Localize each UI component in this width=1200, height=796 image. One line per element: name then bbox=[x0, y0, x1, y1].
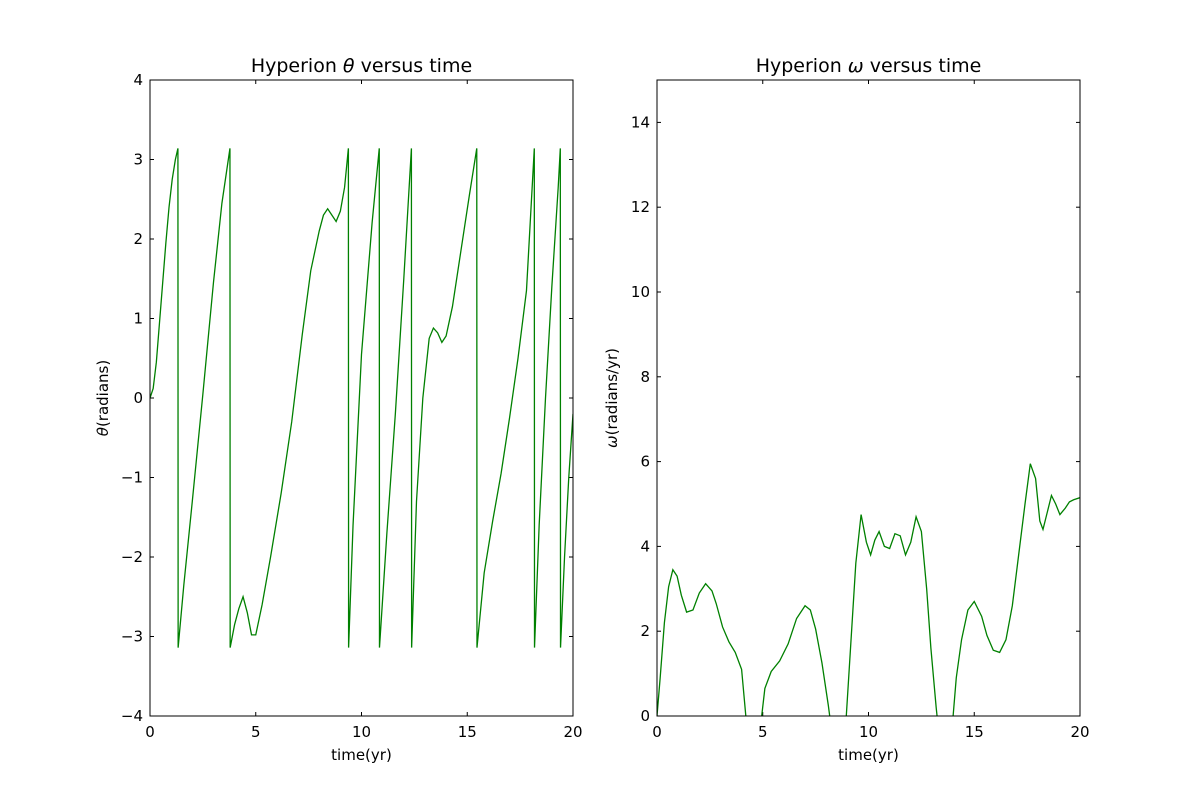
theta-y-tick-label: 2 bbox=[133, 230, 143, 248]
theta-tick-labels: 0 5 10 15 20 −4 −3 −2 −1 0 1 2 3 4 bbox=[121, 71, 583, 741]
theta-y-tick-label: 1 bbox=[133, 310, 143, 328]
omega-y-tick-label: 2 bbox=[640, 622, 650, 640]
theta-x-tick-label: 15 bbox=[458, 723, 477, 741]
omega-x-tick-label: 10 bbox=[859, 723, 878, 741]
theta-x-tick-label: 20 bbox=[563, 723, 582, 741]
theta-x-axis-label: time(yr) bbox=[331, 746, 392, 764]
omega-y-tick-label: 0 bbox=[640, 707, 650, 725]
omega-y-tick-label: 14 bbox=[631, 113, 650, 131]
theta-panel: Hyperion θ versus time 0 5 10 15 20−4−3−2−10… bbox=[94, 55, 583, 764]
theta-y-tick-label: 3 bbox=[133, 151, 143, 169]
omega-x-tick-label: 15 bbox=[965, 723, 984, 741]
omega-x-tick-label: 5 bbox=[758, 723, 768, 741]
omega-x-axis-label: time(yr) bbox=[838, 746, 899, 764]
theta-x-tick-label: 0 bbox=[145, 723, 155, 741]
theta-y-tick-label: −2 bbox=[121, 548, 143, 566]
theta-y-tick-label: −3 bbox=[121, 628, 143, 646]
omega-y-axis-label: ω(radians/yr) bbox=[603, 348, 621, 448]
omega-y-tick-label: 8 bbox=[640, 368, 650, 386]
omega-y-tick-label: 12 bbox=[631, 198, 650, 216]
theta-y-tick-label: −4 bbox=[121, 707, 143, 725]
theta-y-axis-label: θ(radians) bbox=[94, 360, 112, 436]
omega-panel: Hyperion ω versus time 0 5 10 15 20 0 2 4 6 8 10 12… bbox=[603, 55, 1090, 764]
omega-y-tick-label: 4 bbox=[640, 537, 650, 555]
theta-axes-frame bbox=[149, 79, 574, 717]
omega-x-tick-label: 20 bbox=[1070, 723, 1089, 741]
omega-axes-frame bbox=[656, 79, 1081, 717]
omega-x-tick-label: 0 bbox=[652, 723, 662, 741]
theta-x-tick-label: 10 bbox=[352, 723, 371, 741]
theta-y-tick-label: 4 bbox=[133, 71, 143, 89]
omega-y-tick-label: 6 bbox=[640, 453, 650, 471]
theta-x-tick-label: 5 bbox=[251, 723, 261, 741]
theta-y-tick-label: 0 bbox=[133, 389, 143, 407]
omega-tick-labels: 0 5 10 15 20 0 2 4 6 8 10 12 14 bbox=[631, 113, 1090, 741]
omega-series-line bbox=[657, 463, 1080, 716]
theta-chart-title: Hyperion θ versus time bbox=[251, 55, 472, 77]
theta-y-tick-label: −1 bbox=[121, 469, 143, 487]
theta-series-line bbox=[150, 148, 573, 648]
omega-y-tick-label: 10 bbox=[631, 283, 650, 301]
omega-chart-title: Hyperion ω versus time bbox=[756, 55, 982, 77]
